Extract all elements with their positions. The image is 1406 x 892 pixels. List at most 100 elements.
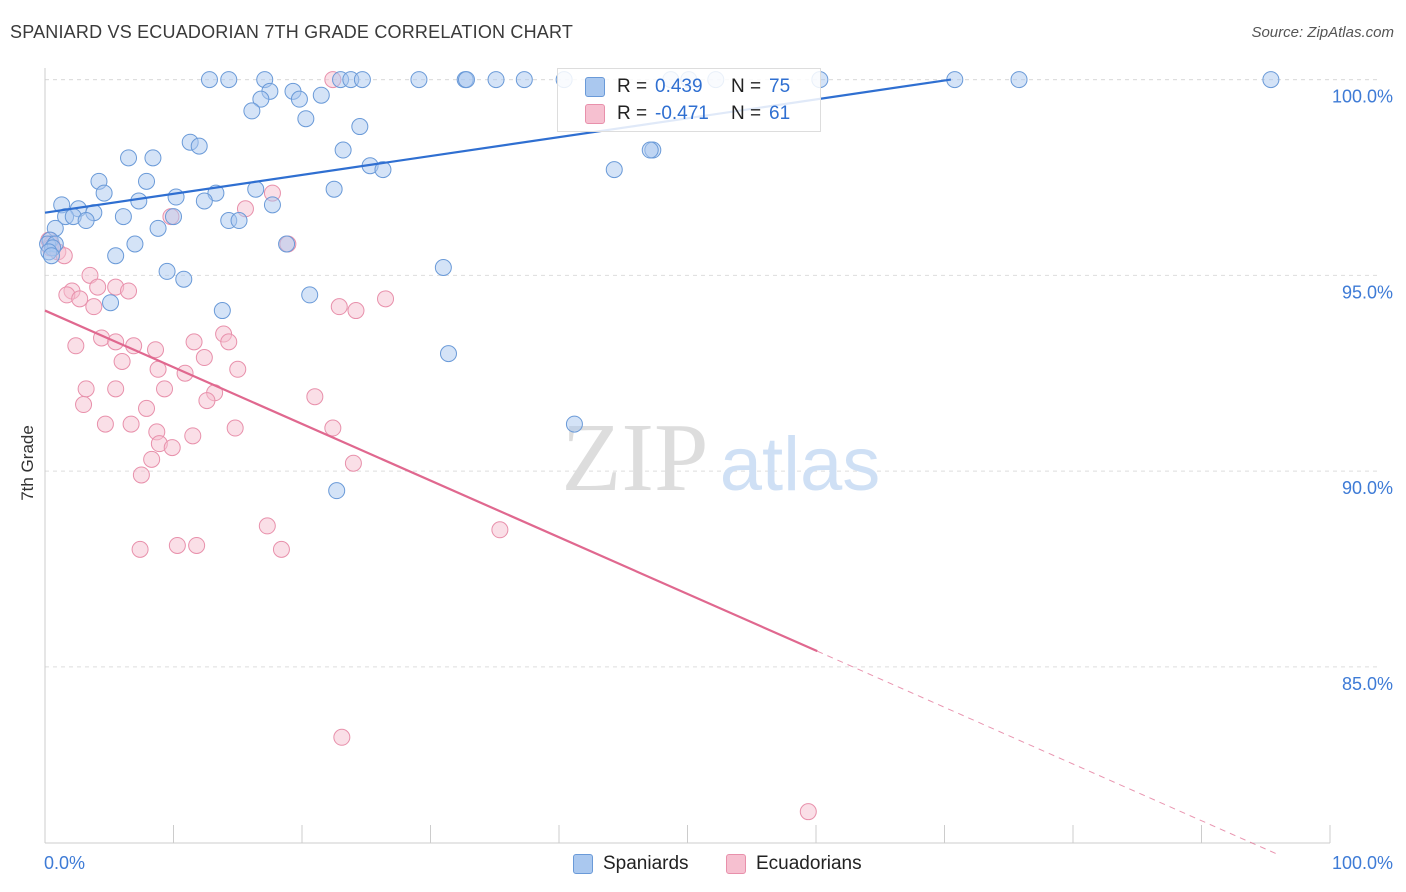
spaniard-point <box>190 137 208 155</box>
spaniards-legend-label: Spaniards <box>603 853 689 874</box>
legend-item-ecuadorians[interactable]: Ecuadorians <box>726 852 862 876</box>
ecuadorian-point <box>156 380 174 398</box>
spaniard-point <box>149 219 167 237</box>
ecuadorian-point <box>226 419 244 437</box>
spaniard-point <box>278 235 296 253</box>
spaniard-point <box>195 192 213 210</box>
ecuadorian-point <box>491 521 509 539</box>
ecuadorian-point <box>131 540 149 558</box>
spaniard-point <box>230 212 248 230</box>
ecuadorian-point <box>344 454 362 472</box>
y-tick-labels: 85.0% 90.0% 95.0% 100.0% <box>1332 87 1393 694</box>
spaniard-point <box>167 188 185 206</box>
spaniard-point <box>200 71 218 89</box>
spaniards-swatch <box>585 77 605 97</box>
legend-row-ecuadorians: R = -0.471 N = 61 <box>558 101 790 127</box>
ecuadorian-point <box>324 419 342 437</box>
spaniard-point <box>641 141 659 159</box>
spaniard-point <box>42 247 60 265</box>
ecuadorian-point <box>120 282 138 300</box>
x-tick-labels: 0.0% 100.0% <box>44 853 1393 873</box>
spaniard-point <box>290 90 308 108</box>
ecuadorian-point <box>85 298 103 316</box>
ecuadorian-point <box>220 333 238 351</box>
spaniard-point <box>328 482 346 500</box>
ecuadorian-point <box>168 536 186 554</box>
r-value: 0.439 <box>655 76 703 97</box>
spaniard-point <box>605 161 623 179</box>
source-label: Source: ZipAtlas.com <box>1251 24 1394 41</box>
spaniard-point <box>77 212 95 230</box>
ecuadorian-point <box>377 290 395 308</box>
chart-title: SPANIARD VS ECUADORIAN 7TH GRADE CORRELA… <box>10 22 574 42</box>
spaniard-point <box>130 192 148 210</box>
ecuadorian-point <box>113 352 131 370</box>
n-value: 61 <box>769 103 791 124</box>
ecuadorian-point <box>347 302 365 320</box>
ecuadorian-point <box>147 341 165 359</box>
ecuadorian-point <box>75 396 93 414</box>
y-tick-label: 90.0% <box>1342 478 1393 498</box>
stats-legend: R = 0.439 N = 75 R = -0.471 N = 61 <box>557 68 821 132</box>
spaniard-point <box>114 208 132 226</box>
watermark-atlas: atlas <box>720 422 881 507</box>
ecuadorian-point <box>306 388 324 406</box>
ecuadorians-legend-label: Ecuadorians <box>756 853 862 874</box>
ecuadorian-point <box>81 266 99 284</box>
spaniard-point <box>120 149 138 167</box>
spaniard-point <box>252 90 270 108</box>
spaniard-point <box>102 294 120 312</box>
ecuadorian-point <box>132 466 150 484</box>
r-label: R = <box>617 76 648 97</box>
spaniard-point <box>220 71 238 89</box>
ecuadorian-point <box>163 439 181 457</box>
legend-item-spaniards[interactable]: Spaniards <box>573 852 689 876</box>
ecuadorian-point <box>188 536 206 554</box>
legend-row-spaniards: R = 0.439 N = 75 <box>558 74 790 100</box>
spaniard-point <box>95 184 113 202</box>
y-tick-label: 95.0% <box>1342 282 1393 302</box>
ecuadorian-point <box>198 392 216 410</box>
spaniard-point <box>434 258 452 276</box>
ecuadorian-point <box>799 803 817 821</box>
spaniard-point <box>301 286 319 304</box>
axes <box>44 68 1331 844</box>
spaniard-point <box>1010 71 1028 89</box>
ecuadorian-point <box>67 337 85 355</box>
ecuadorian-point <box>122 415 140 433</box>
x-tick-label-min: 0.0% <box>44 853 85 873</box>
spaniard-point <box>334 141 352 159</box>
n-label: N = <box>731 76 762 97</box>
spaniard-point <box>107 247 125 265</box>
n-value: 75 <box>769 76 791 97</box>
ecuadorian-point <box>229 360 247 378</box>
ecuadorian-point <box>272 540 290 558</box>
watermark: ZIP atlas <box>562 404 881 512</box>
ecuadorians-points <box>40 71 817 821</box>
ecuadorian-point <box>258 517 276 535</box>
ecuadorian-point <box>107 380 125 398</box>
spaniard-point <box>515 71 533 89</box>
spaniard-point <box>158 262 176 280</box>
r-value: -0.471 <box>655 103 709 124</box>
ecuadorian-point <box>96 415 114 433</box>
spaniard-point <box>165 208 182 226</box>
spaniard-point <box>565 415 583 433</box>
spaniard-point <box>410 71 428 89</box>
y-axis-label: 7th Grade <box>18 425 37 501</box>
n-label: N = <box>731 103 762 124</box>
spaniard-point <box>457 71 475 89</box>
watermark-zip: ZIP <box>562 404 709 512</box>
spaniard-point <box>439 345 457 363</box>
spaniard-point <box>353 71 371 89</box>
r-label: R = <box>617 103 648 124</box>
ecuadorians-legend-swatch <box>726 854 746 874</box>
spaniard-point <box>144 149 162 167</box>
ecuadorian-point <box>333 728 351 746</box>
y-tick-label: 85.0% <box>1342 674 1393 694</box>
ecuadorians-trend-line <box>44 309 818 653</box>
spaniard-point <box>312 86 330 104</box>
spaniard-point <box>297 110 315 128</box>
ecuadorian-point <box>143 450 161 468</box>
